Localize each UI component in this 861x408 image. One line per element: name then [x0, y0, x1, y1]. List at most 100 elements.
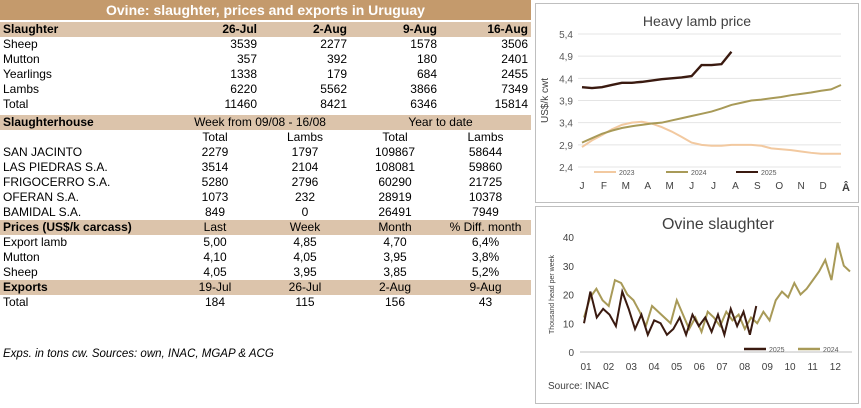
row-value: 4,85	[293, 235, 317, 249]
exports-row: Total 184 115 156 43	[0, 295, 531, 310]
price-row: Mutton 4,10 4,05 3,95 3,8%	[0, 250, 531, 265]
plant-name: FRIGOCERRO S.A.	[3, 175, 111, 189]
y-tick-label: 40	[563, 233, 575, 244]
legend-label-2025: 2025	[761, 170, 777, 177]
row-value: 7949	[472, 205, 499, 219]
col-header: Lambs	[286, 130, 324, 144]
x-tick-label: 11	[807, 362, 818, 373]
legend-label-2024: 2024	[691, 170, 707, 177]
slaughter-date: 9-Aug	[350, 22, 440, 37]
x-tick-label: 06	[694, 362, 706, 373]
y-tick-label: 3,4	[559, 119, 573, 130]
row-label: Export lamb	[3, 235, 68, 249]
plant-name: SAN JACINTO	[3, 145, 83, 159]
y-tick-label: 3,9	[559, 97, 573, 108]
row-value: 11460	[224, 97, 257, 111]
slaughter-date: 16-Aug	[440, 22, 531, 37]
statistics-table: Slaughter 26-Jul 2-Aug 9-Aug 16-Aug Sheep 3539…	[0, 22, 531, 310]
row-value: 6220	[230, 82, 257, 96]
prices-label: Prices (US$/k carcass)	[0, 220, 170, 235]
y-tick-label: 4,4	[559, 74, 573, 85]
x-tick-label: 12	[830, 362, 842, 373]
x-tick-label: 04	[648, 362, 660, 373]
x-tick-label: D	[819, 181, 826, 192]
x-tick-label: N	[798, 181, 805, 192]
slaughterhouse-row: OFERAN S.A. 1073 232 28919 10378	[0, 190, 531, 205]
row-value: 3506	[501, 37, 528, 51]
row-value: 2455	[501, 67, 528, 81]
slaughterhouse-cols-row: Total Lambs Total Lambs	[0, 130, 531, 145]
row-value: 28919	[378, 190, 412, 204]
row-value: 3866	[410, 82, 437, 96]
slaughter-row: Lambs 6220 5562 3866 7349	[0, 82, 531, 97]
x-tick-label: F	[601, 181, 607, 192]
export-date: 2-Aug	[350, 280, 440, 295]
exports-label: Exports	[0, 280, 170, 295]
row-value: 6346	[410, 97, 437, 111]
row-value: 1073	[201, 190, 229, 204]
legend-label-2023: 2023	[619, 170, 635, 177]
y-tick-label: 10	[563, 319, 575, 330]
row-value: 58644	[468, 145, 503, 159]
row-value: 3539	[230, 37, 257, 51]
row-label: Lambs	[3, 82, 40, 96]
x-tick-label: A	[644, 181, 651, 192]
series-line-2024	[583, 242, 851, 335]
col-header: Last	[170, 220, 260, 235]
x-tick-label: 03	[626, 362, 638, 373]
row-value: 10378	[468, 190, 503, 204]
footnote: Exps. in tons cw. Sources: own, INAC, MG…	[3, 348, 274, 360]
chart-title: Ovine slaughter	[662, 216, 775, 233]
row-value: 179	[326, 67, 347, 81]
row-value: 8421	[320, 97, 347, 111]
row-value: 849	[204, 205, 226, 219]
slaughter-row: Mutton 357 392 180 2401	[0, 52, 531, 67]
y-tick-label: 0	[568, 348, 574, 359]
row-value: 5280	[201, 175, 229, 189]
row-value: 4,05	[203, 265, 227, 279]
x-tick-label: 01	[580, 362, 592, 373]
y-tick-label: 30	[563, 262, 575, 273]
row-value: 1578	[410, 37, 437, 51]
row-value: 357	[236, 52, 257, 66]
row-label: Mutton	[3, 250, 40, 264]
heavy-lamb-price-svg: Heavy lamb price 2,4 2,9 3,4 3,9 4,4 4,9 5,4 US$…	[540, 13, 850, 194]
y-axis-label: US$/k cwt	[540, 78, 551, 123]
x-tick-label: A	[732, 181, 739, 192]
exports-header-row: Exports 19-Jul 26-Jul 2-Aug 9-Aug	[0, 280, 531, 295]
row-value: 2279	[201, 145, 229, 159]
x-tick-label: 08	[739, 362, 751, 373]
row-value: 43	[478, 295, 493, 309]
y-axis-label: Thousand head per week	[549, 255, 556, 334]
row-value: 2277	[320, 37, 347, 51]
col-header: Total	[382, 130, 408, 144]
row-value: 3,95	[383, 250, 407, 264]
export-date: 9-Aug	[440, 280, 531, 295]
row-value: 5,2%	[471, 265, 500, 279]
slaughterhouse-row: LAS PIEDRAS S.A. 3514 2104 108081 59860	[0, 160, 531, 175]
row-value: 392	[326, 52, 347, 66]
slaughterhouse-label: Slaughterhouse	[0, 115, 170, 130]
ytd-label: Year to date	[350, 115, 531, 130]
row-value: 108081	[374, 160, 416, 174]
row-value: 3,85	[383, 265, 407, 279]
series-line-2023	[581, 120, 841, 155]
plant-name: LAS PIEDRAS S.A.	[3, 160, 108, 174]
row-value: 1338	[230, 67, 257, 81]
slaughterhouse-row: SAN JACINTO 2279 1797 109867 58644	[0, 145, 531, 160]
x-tick-label: 05	[671, 362, 683, 373]
data-table-panel: Ovine: slaughter, prices and exports in …	[0, 0, 531, 360]
legend-label-2025: 2025	[769, 347, 785, 354]
export-date: 26-Jul	[260, 280, 350, 295]
row-value: 1797	[291, 145, 319, 159]
row-value: 0	[301, 205, 309, 219]
row-value: 4,70	[383, 235, 407, 249]
chart-title: Heavy lamb price	[643, 13, 751, 29]
y-tick-label: 20	[563, 291, 575, 302]
prices-header-row: Prices (US$/k carcass) Last Week Month% Dif…	[0, 220, 531, 235]
row-label: Total	[3, 295, 29, 309]
legend-label-2024: 2024	[823, 347, 839, 354]
row-value: 2796	[291, 175, 319, 189]
row-label: Sheep	[3, 265, 38, 279]
